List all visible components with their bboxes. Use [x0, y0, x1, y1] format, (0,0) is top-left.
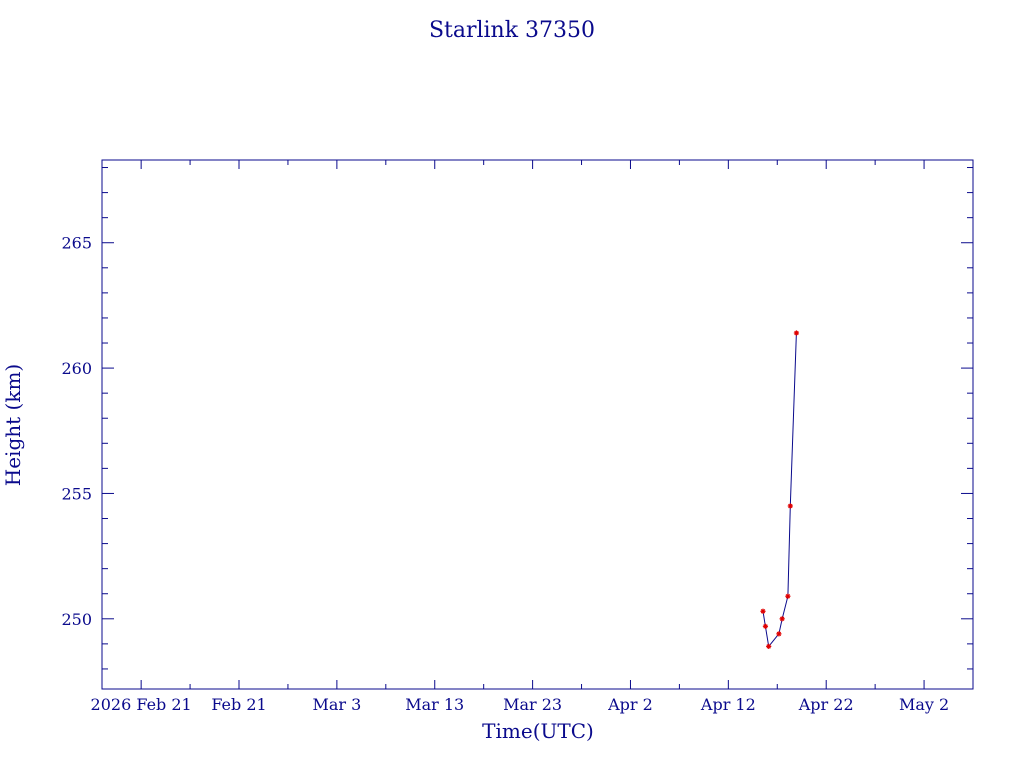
x-tick-label: Feb 21: [211, 695, 266, 714]
x-tick-label: 2026 Feb 21: [91, 695, 192, 714]
x-axis: 2026 Feb 21 Feb 21 Mar 3 Mar 13 Mar 23 Apr 2 A…: [91, 160, 974, 714]
data-point: [787, 503, 793, 509]
series-line: [762, 332, 797, 648]
data-point: [762, 623, 769, 629]
marker-stroke: [779, 616, 785, 622]
marker-stroke: [763, 624, 768, 629]
plot-frame: [101, 159, 974, 690]
y-tick-label: 260: [61, 359, 92, 378]
y-tick-label: 250: [61, 610, 92, 629]
marker-stroke: [776, 631, 782, 637]
x-tick-label: Mar 23: [503, 695, 562, 714]
x-tick-label: May 2: [899, 695, 949, 714]
marker-stroke: [760, 609, 766, 614]
x-tick-label: Apr 2: [607, 695, 653, 714]
x-tick-label: Mar 3: [312, 695, 361, 714]
data-point: [779, 616, 785, 622]
data-point: [766, 643, 772, 649]
marker-stroke: [794, 330, 799, 336]
x-tick-label: Mar 13: [405, 695, 464, 714]
x-axis-label: Time(UTC): [482, 719, 594, 743]
x-tick-label: Apr 12: [700, 695, 756, 714]
marker-stroke: [785, 594, 791, 599]
x-tick-label: Apr 22: [798, 695, 854, 714]
chart-title: Starlink 37350: [429, 18, 595, 43]
data-point: [760, 608, 766, 614]
data-point: [785, 593, 791, 599]
data-point: [776, 631, 782, 637]
series-layer: [760, 330, 800, 649]
data-point: [793, 330, 800, 336]
marker-stroke: [788, 503, 793, 509]
y-tick-label: 265: [61, 234, 92, 253]
y-tick-label: 255: [61, 484, 92, 503]
y-axis: 250 255 260 265: [61, 167, 973, 670]
marker-stroke: [766, 644, 771, 649]
y-axis-label: Height (km): [1, 364, 25, 486]
